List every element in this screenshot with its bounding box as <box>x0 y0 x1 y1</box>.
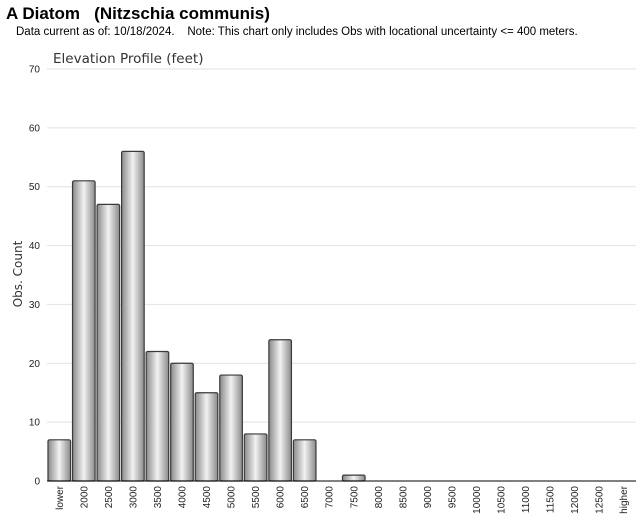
x-tick-label: 9000 <box>423 486 434 509</box>
bar-6000 <box>268 339 293 482</box>
x-tick-label: higher <box>619 485 630 513</box>
x-tick-label: 10500 <box>497 486 508 514</box>
x-tick-label: 6500 <box>300 486 311 509</box>
bar-2000 <box>71 180 96 482</box>
bar-4000 <box>170 362 194 482</box>
bars <box>47 150 366 482</box>
bar-2500 <box>96 203 121 482</box>
y-tick-label: 10 <box>29 418 41 429</box>
bar-lower <box>47 439 72 482</box>
x-tick-label: 12000 <box>570 486 581 514</box>
x-tick-label: 11500 <box>546 486 557 514</box>
x-tick-label: 5500 <box>251 486 262 509</box>
bar-7500 <box>341 474 366 482</box>
x-axis: lower 2000 2500 3000 3500 4000 4500 5000 5500 600… <box>55 485 630 513</box>
y-tick-label: 70 <box>29 65 41 76</box>
y-tick-label: 20 <box>29 359 41 370</box>
bar-4500 <box>194 392 219 482</box>
y-tick-label: 0 <box>34 477 40 488</box>
bar-3000 <box>121 150 145 482</box>
x-tick-label: 10000 <box>472 486 483 514</box>
x-tick-label: 7500 <box>349 486 360 509</box>
x-tick-label: 11000 <box>521 486 532 514</box>
y-tick-label: 40 <box>29 241 41 252</box>
x-tick-label: 2000 <box>79 486 90 509</box>
plot-title: Elevation Profile (feet) <box>53 51 203 67</box>
x-tick-label: 9500 <box>447 486 458 509</box>
grid <box>47 68 636 423</box>
x-tick-label: 5000 <box>227 486 238 509</box>
chart-title: A Diatom (Nitzschia communis) <box>6 4 270 23</box>
x-tick-label: 4000 <box>177 486 188 509</box>
bar-5000 <box>219 374 243 482</box>
data-note: Data current as of: 10/18/2024. Note: Th… <box>16 26 578 38</box>
x-tick-label: 7000 <box>325 486 336 509</box>
x-tick-label: 4500 <box>202 486 213 509</box>
bar-5500 <box>243 433 268 482</box>
y-axis-label: Obs. Count <box>11 240 25 307</box>
x-tick-label: 2500 <box>104 486 115 509</box>
x-tick-label: 3500 <box>153 486 164 509</box>
x-tick-label: lower <box>55 485 66 510</box>
y-tick-label: 60 <box>29 123 41 134</box>
y-tick-label: 30 <box>29 300 41 311</box>
bar-6500 <box>292 439 317 482</box>
y-tick-label: 50 <box>29 182 41 193</box>
y-axis: 0 10 20 30 40 50 60 70 <box>29 65 41 488</box>
x-tick-label: 6000 <box>276 486 287 509</box>
bar-3500 <box>145 350 170 482</box>
x-tick-label: 12500 <box>595 486 606 514</box>
x-tick-label: 8500 <box>398 486 409 509</box>
x-tick-label: 8000 <box>374 486 385 509</box>
x-tick-label: 3000 <box>128 486 139 509</box>
